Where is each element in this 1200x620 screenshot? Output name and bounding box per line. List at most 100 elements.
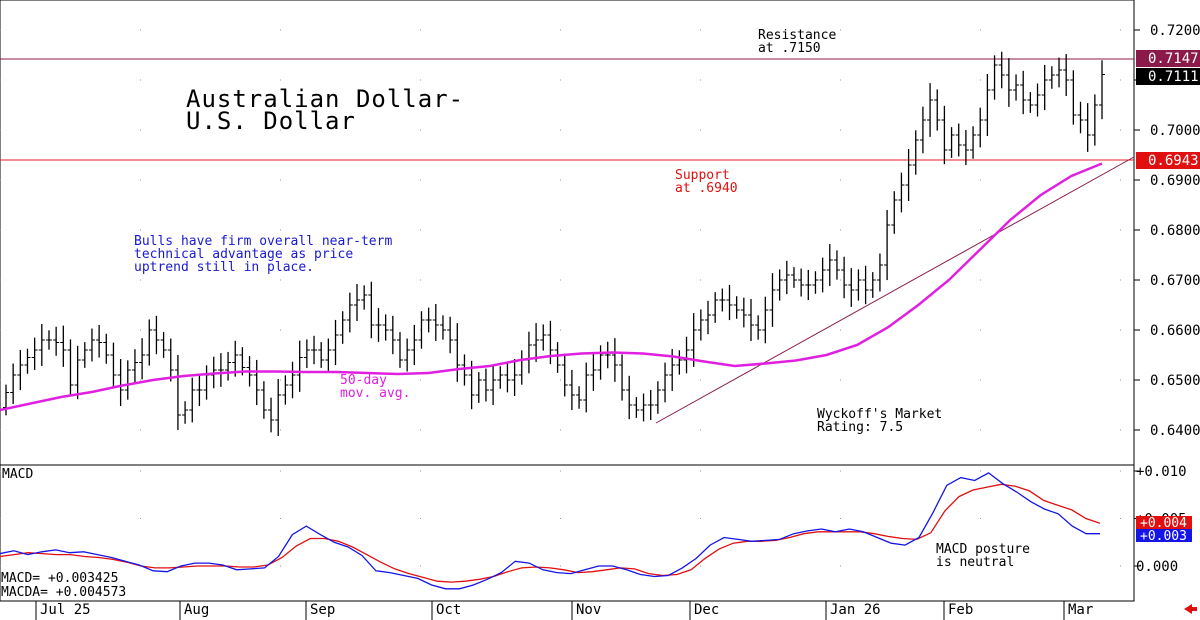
price-bar (991, 55, 998, 100)
price-bar (3, 384, 9, 416)
price-bar (712, 292, 719, 323)
price-bar (919, 106, 926, 154)
price-bar (934, 89, 941, 131)
price-bar (912, 130, 919, 175)
macd-tick-label: 0.000 (1136, 559, 1178, 575)
price-bar (869, 272, 876, 298)
back-arrow-icon-stem[interactable] (1191, 607, 1197, 611)
y-tick-label: 0.7000 (1150, 123, 1200, 139)
price-bar (425, 307, 432, 333)
price-bar (53, 326, 60, 356)
price-bar (554, 342, 561, 373)
price-bar (705, 300, 712, 335)
price-bar (755, 315, 762, 340)
price-bar (769, 273, 776, 327)
price-bar (253, 359, 260, 406)
price-bar (604, 341, 611, 369)
price-bar (196, 374, 203, 406)
price-bar (647, 389, 654, 421)
price-bar (117, 359, 124, 406)
rating-label-1: Wyckoff's Market (817, 407, 942, 422)
x-tick-label: Feb (948, 602, 973, 618)
price-bar (884, 209, 891, 281)
macd-badge-text: +0.003 (1140, 529, 1187, 544)
price-bar (160, 332, 167, 358)
price-bar (382, 314, 389, 341)
price-bar (1034, 83, 1041, 117)
price-bar (719, 288, 726, 312)
price-bar (833, 250, 840, 280)
price-bar (375, 308, 382, 342)
price-bar (124, 360, 131, 400)
macd-tick-label: +0.010 (1136, 464, 1187, 480)
x-tick-label: Aug (184, 602, 209, 618)
price-bar (504, 362, 511, 393)
price-bar (490, 364, 497, 406)
price-bar (96, 324, 103, 358)
price-bar (268, 397, 275, 433)
price-bar (461, 354, 468, 386)
support-badge-text: 0.6943 (1148, 153, 1199, 169)
price-bar (1005, 58, 1012, 107)
price-panel-frame (0, 0, 1135, 466)
price-bar (927, 83, 934, 137)
price-bar (848, 268, 855, 307)
y-tick-label: 0.7200 (1150, 23, 1200, 39)
y-tick-label: 0.6900 (1150, 173, 1200, 189)
price-bar (747, 299, 754, 341)
price-bar (790, 267, 797, 288)
price-bar (676, 350, 683, 375)
x-tick-label: Jan 26 (830, 602, 881, 618)
price-bar (1070, 70, 1077, 125)
price-bar (891, 191, 898, 234)
back-arrow-icon[interactable] (1184, 604, 1192, 614)
price-bar (418, 311, 425, 349)
price-bar (690, 313, 697, 367)
price-bar (654, 381, 661, 414)
x-tick-label: Mar (1068, 602, 1093, 618)
chart-title-line-1: Australian Dollar- (186, 85, 465, 113)
last-price-badge-text: 0.7111 (1148, 69, 1199, 85)
x-tick-label: Dec (694, 602, 719, 618)
x-tick-label: Sep (310, 602, 335, 618)
price-bar (146, 319, 153, 366)
price-bar (225, 351, 232, 381)
resistance-label-2: at .7150 (758, 41, 821, 56)
price-bar (590, 354, 597, 391)
resistance-badge (1136, 50, 1200, 67)
price-bar (303, 339, 310, 369)
price-bar (131, 349, 138, 384)
comment-line-1: Bulls have firm overall near-term (134, 234, 392, 249)
price-bar (984, 74, 991, 136)
price-bar (447, 316, 454, 354)
price-bars (3, 51, 1105, 436)
price-bar (17, 349, 24, 391)
price-bar (296, 340, 303, 392)
chart-title: Australian Dollar- U.S. Dollar (186, 85, 465, 133)
price-bar (819, 257, 826, 293)
price-bar (1027, 92, 1034, 113)
price-bar (325, 338, 332, 372)
price-bar (153, 315, 160, 355)
x-axis: Jul 25 Aug Sep Oct Nov Dec Jan 26 Feb Mar (35, 601, 1093, 620)
price-bar (876, 253, 883, 292)
price-bar (776, 269, 783, 301)
price-bar (898, 172, 905, 213)
price-bar (368, 281, 375, 339)
price-bar (60, 325, 67, 367)
price-bar (805, 269, 812, 301)
price-bar (361, 285, 368, 310)
price-bar (81, 342, 88, 368)
price-bar (88, 328, 95, 362)
price-bar (67, 339, 74, 396)
price-bar (432, 304, 439, 341)
price-bar (998, 51, 1005, 89)
price-bar (167, 338, 174, 382)
y-tick-label: 0.6600 (1150, 323, 1200, 339)
moving-average-label-2: mov. avg. (340, 386, 410, 401)
price-bar (1013, 74, 1020, 101)
last-price-badge (1136, 68, 1200, 85)
price-bar (812, 271, 819, 294)
price-bar (970, 126, 977, 159)
